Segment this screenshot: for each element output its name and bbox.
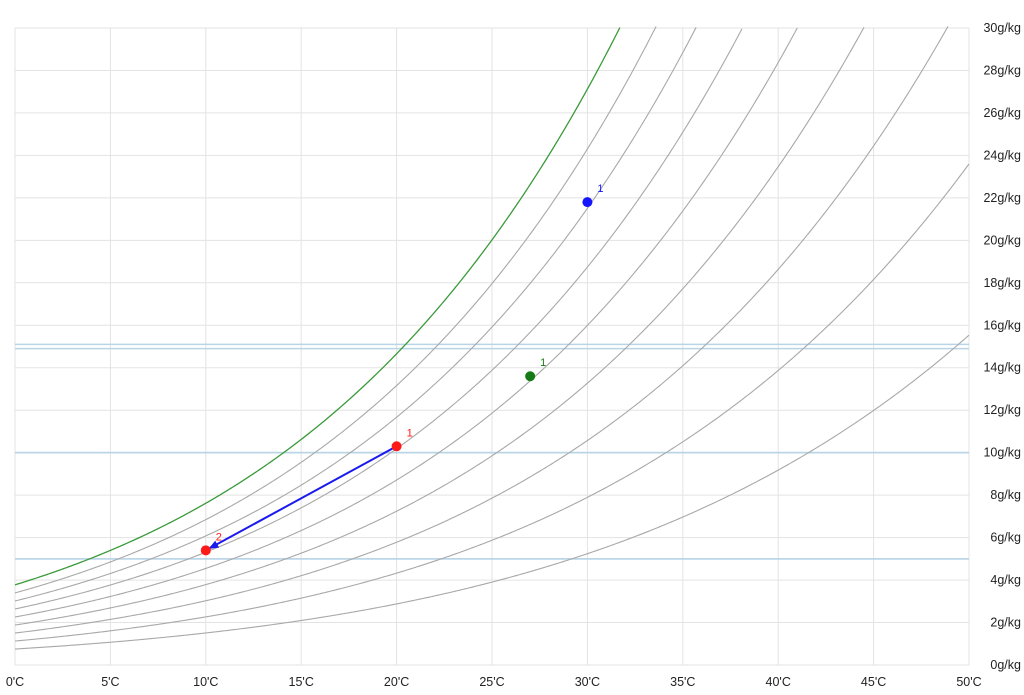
y-tick-label: 14g/kg xyxy=(983,361,1021,375)
y-tick-label: 16g/kg xyxy=(983,318,1021,332)
y-tick-label: 6g/kg xyxy=(990,531,1021,545)
humidity-band-lines xyxy=(15,343,969,560)
y-tick-label: 10g/kg xyxy=(983,446,1021,460)
x-tick-label: 45'C xyxy=(861,675,886,689)
x-tick-label: 15'C xyxy=(289,675,314,689)
x-tick-label: 30'C xyxy=(575,675,600,689)
process-arrow xyxy=(208,445,398,550)
x-axis-tick-labels: 0'C 5'C 10'C 15'C 20'C 25'C 30'C 35'C 40'C 45'C 50… xyxy=(6,675,982,689)
rh-curve-100 xyxy=(14,27,621,586)
y-tick-label: 30g/kg xyxy=(983,21,1021,35)
rh-curve-40 xyxy=(14,26,949,634)
y-tick-label: 26g/kg xyxy=(983,106,1021,120)
y-tick-label: 24g/kg xyxy=(983,148,1021,162)
x-tick-label: 40'C xyxy=(766,675,791,689)
grid-lines xyxy=(14,27,970,666)
x-tick-label: 25'C xyxy=(479,675,504,689)
y-tick-label: 2g/kg xyxy=(990,616,1021,630)
state-point-marker[interactable] xyxy=(582,197,593,208)
rh-curve-50 xyxy=(14,26,865,626)
y-tick-label: 12g/kg xyxy=(983,403,1021,417)
y-tick-label: 20g/kg xyxy=(983,233,1021,247)
process-arrow-layer xyxy=(208,445,398,550)
rh-curve-20 xyxy=(14,334,970,650)
y-tick-label: 28g/kg xyxy=(983,63,1021,77)
state-point-label: 1 xyxy=(540,357,546,369)
rh-curve-60 xyxy=(14,27,798,618)
x-tick-label: 5'C xyxy=(101,675,119,689)
x-tick-label: 20'C xyxy=(384,675,409,689)
relative-humidity-curves xyxy=(14,26,970,650)
y-tick-label: 8g/kg xyxy=(990,488,1021,502)
state-point-label: 1 xyxy=(407,427,413,439)
y-tick-label: 4g/kg xyxy=(990,573,1021,587)
rh-curve-70 xyxy=(14,28,743,610)
y-tick-label: 22g/kg xyxy=(983,191,1021,205)
x-tick-label: 0'C xyxy=(6,675,24,689)
y-tick-label: 18g/kg xyxy=(983,276,1021,290)
state-point-marker[interactable] xyxy=(200,545,211,556)
y-axis-tick-labels: 0g/kg 2g/kg 4g/kg 6g/kg 8g/kg 10g/kg 12g/kg 14g… xyxy=(983,21,1021,672)
rh-curve-30 xyxy=(14,163,970,642)
rh-curve-80 xyxy=(14,27,697,602)
state-point-label: 1 xyxy=(597,183,603,195)
rh-curve-90 xyxy=(14,26,657,594)
state-point-marker[interactable] xyxy=(525,371,536,382)
state-point-marker[interactable] xyxy=(391,441,402,452)
state-points: 1 1 1 2 xyxy=(200,183,604,556)
x-tick-label: 50'C xyxy=(956,675,981,689)
x-tick-label: 35'C xyxy=(670,675,695,689)
state-point-label: 2 xyxy=(216,531,222,543)
y-tick-label: 0g/kg xyxy=(990,658,1021,672)
x-tick-label: 10'C xyxy=(193,675,218,689)
